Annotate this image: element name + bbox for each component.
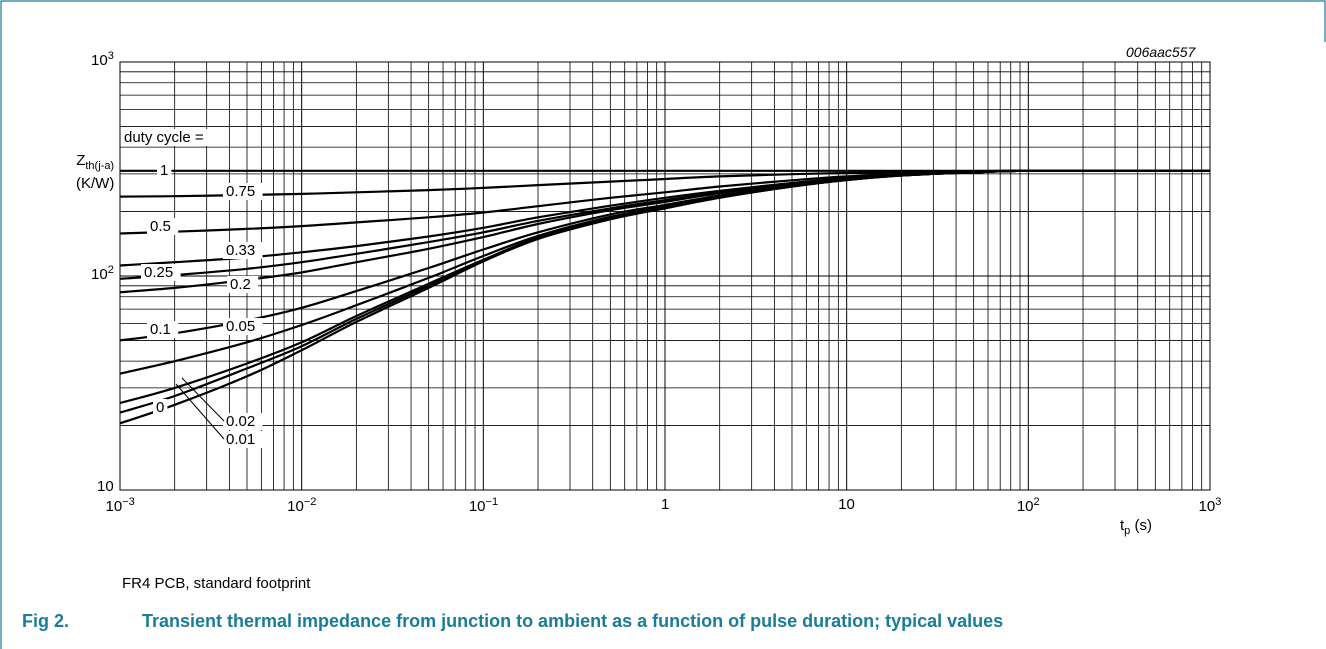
x-axis-label: tp (s) — [1120, 517, 1152, 537]
y-tick-label-exponent: 2 — [107, 264, 114, 276]
y-axis-label: Zth(j-a) (K/W) — [76, 152, 114, 193]
x-tick-label-base: 10 — [838, 496, 855, 513]
series-label-0_2: 0.2 — [230, 276, 251, 293]
x-axis-symbol: t — [1120, 517, 1125, 534]
x-tick-label-base: 10 — [1016, 498, 1034, 515]
series-label-0_33-bg — [223, 242, 263, 259]
series-label-0_5: 0.5 — [150, 218, 171, 235]
y-tick-label: 10 — [97, 478, 114, 495]
figure-code: 006aac557 — [1126, 44, 1196, 60]
x-tick-label-base: 1 — [661, 496, 670, 513]
legend-title-bg — [121, 129, 228, 146]
leader-line-0_02 — [181, 377, 225, 422]
x-tick-label-base: 10 — [287, 498, 304, 515]
y-tick-label-base: 10 — [91, 266, 108, 283]
x-tick-label: 10 — [838, 496, 855, 513]
x-axis-subscript: p — [1124, 525, 1131, 537]
legend-title: duty cycle = — [124, 129, 204, 146]
x-tick-label-base: 10 — [468, 498, 486, 515]
x-tick-label-exponent: −3 — [122, 496, 135, 508]
series-label-0_25-bg — [141, 264, 181, 281]
x-tick-label: 10−2 — [287, 496, 316, 515]
series-label-0_5-bg — [147, 218, 179, 235]
figure-caption: Fig 2. Transient thermal impedance from j… — [22, 611, 1003, 632]
series-label-0_02: 0.02 — [226, 413, 255, 430]
series-label-0_02-bg — [223, 413, 263, 430]
figure-note: FR4 PCB, standard footprint — [122, 575, 311, 592]
series-label-0_1-bg — [147, 321, 179, 338]
y-axis-unit: (K/W) — [76, 175, 115, 192]
series-line-0 — [119, 169, 1211, 425]
x-tick-label-exponent: −1 — [485, 496, 499, 508]
x-axis-unit: (s) — [1134, 517, 1152, 534]
x-tick-label: 1 — [661, 496, 669, 513]
y-tick-label: 102 — [91, 264, 114, 283]
series-label-0_01: 0.01 — [226, 431, 255, 448]
x-tick-label-exponent: −2 — [303, 496, 317, 508]
chart-grid — [119, 62, 1210, 491]
x-tick-label-exponent: 2 — [1033, 496, 1040, 508]
chart-curves — [119, 169, 1211, 425]
series-label-0_25: 0.25 — [144, 264, 173, 281]
x-tick-label: 102 — [1017, 496, 1040, 515]
x-tick-label-base: 10 — [105, 498, 123, 515]
figure-number: Fig 2. — [22, 611, 70, 631]
series-label-0-bg — [153, 399, 168, 416]
x-tick-label-base: 10 — [1198, 498, 1216, 515]
chart-curve-labels: 1 0.75 0.5 0.33 0.25 0.2 0.1 0.05 0.020.01 0 duty … — [121, 129, 263, 448]
series-label-0_75-bg — [223, 183, 263, 200]
y-axis-symbol: Z — [76, 152, 86, 169]
series-label-0_01-bg — [223, 431, 263, 448]
y-tick-label-exponent: 3 — [107, 50, 114, 62]
series-label-0_33: 0.33 — [226, 242, 255, 259]
y-tick-label: 103 — [91, 50, 114, 69]
figure-caption-text: Transient thermal impedance from junctio… — [142, 611, 1004, 631]
series-label-0_2-bg — [227, 276, 259, 293]
x-tick-label: 10−3 — [106, 496, 135, 515]
series-label-0_75: 0.75 — [226, 183, 255, 200]
x-tick-label-exponent: 3 — [1215, 496, 1222, 508]
series-label-0_05: 0.05 — [226, 318, 255, 335]
x-tick-label: 103 — [1199, 496, 1222, 515]
series-label-0: 0 — [156, 399, 164, 416]
series-label-1: 1 — [160, 162, 168, 179]
leader-line-0_01 — [175, 383, 225, 440]
x-tick-label: 10−1 — [469, 496, 498, 515]
series-label-1-bg — [157, 162, 172, 179]
y-tick-label-base: 10 — [91, 52, 108, 69]
series-label-0_1: 0.1 — [150, 321, 171, 338]
y-axis-subscript: th(j-a) — [85, 160, 115, 172]
plot-area-border — [119, 61, 1211, 491]
series-label-0_05-bg — [223, 318, 263, 335]
y-tick-label-base: 10 — [97, 478, 114, 495]
